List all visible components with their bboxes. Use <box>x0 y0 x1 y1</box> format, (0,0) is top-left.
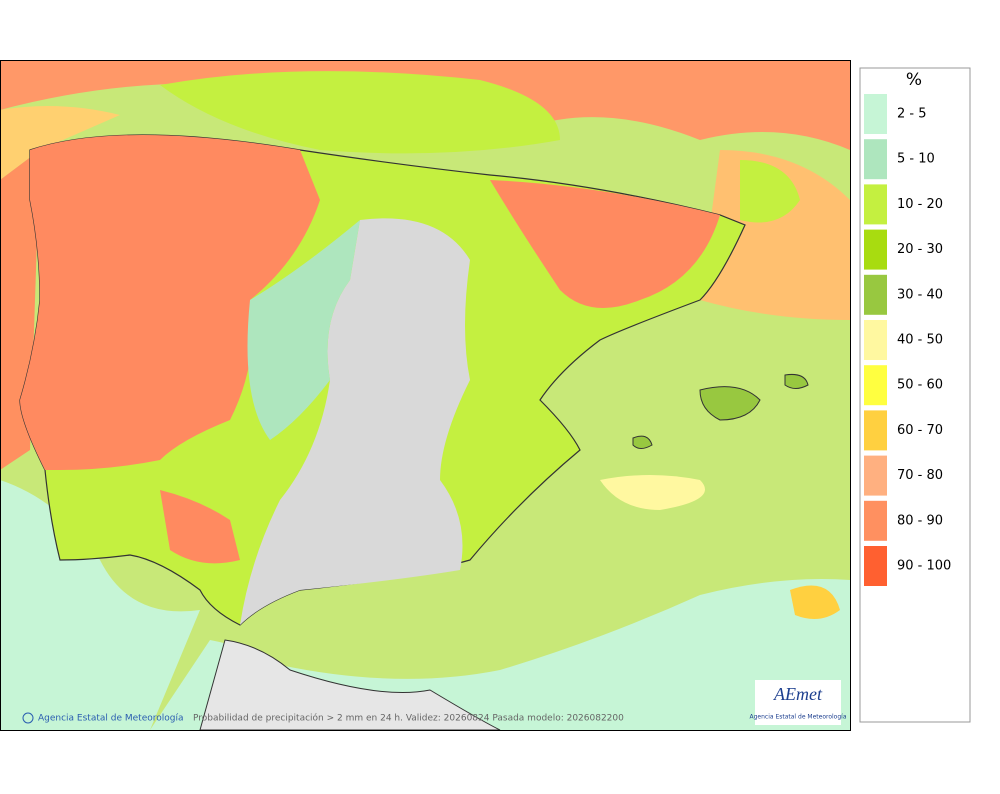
logo-box <box>755 680 841 725</box>
logo-subtitle: Agencia Estatal de Meteorología <box>750 714 847 721</box>
copyright-icon <box>22 712 34 724</box>
legend-swatch <box>864 365 887 406</box>
legend-label: 40 - 50 <box>897 333 943 348</box>
logo-name: AEmet <box>773 684 823 704</box>
legend-swatch <box>864 139 887 180</box>
caption: Probabilidad de precipitación > 2 mm en … <box>193 713 624 724</box>
legend-swatch <box>864 229 887 270</box>
legend-swatch <box>864 500 887 541</box>
credit: Agencia Estatal de Meteorología <box>38 714 184 724</box>
legend-label: 20 - 30 <box>897 242 943 257</box>
legend-label: 70 - 80 <box>897 468 943 483</box>
legend-label: 30 - 40 <box>897 287 943 302</box>
map <box>0 60 850 730</box>
legend-label: 90 - 100 <box>897 559 951 574</box>
legend-swatch <box>864 94 887 134</box>
legend-label: 50 - 60 <box>897 378 943 393</box>
legend-swatch <box>864 455 887 496</box>
legend-label: 80 - 90 <box>897 513 943 528</box>
legend-swatch <box>864 410 887 451</box>
legend-swatch <box>864 546 887 586</box>
legend-swatch <box>864 320 887 360</box>
legend-label: 5 - 10 <box>897 152 935 167</box>
legend-label: 2 - 5 <box>897 107 927 122</box>
legend-label: 10 - 20 <box>897 197 943 212</box>
legend-label: 60 - 70 <box>897 423 943 438</box>
legend-swatch <box>864 184 887 225</box>
legend-title: % <box>906 70 922 90</box>
legend: 2 - 5 5 - 10 10 - 20 20 - 30 30 - 40 40 - 50 5… <box>864 94 951 586</box>
legend-swatch <box>864 274 887 315</box>
